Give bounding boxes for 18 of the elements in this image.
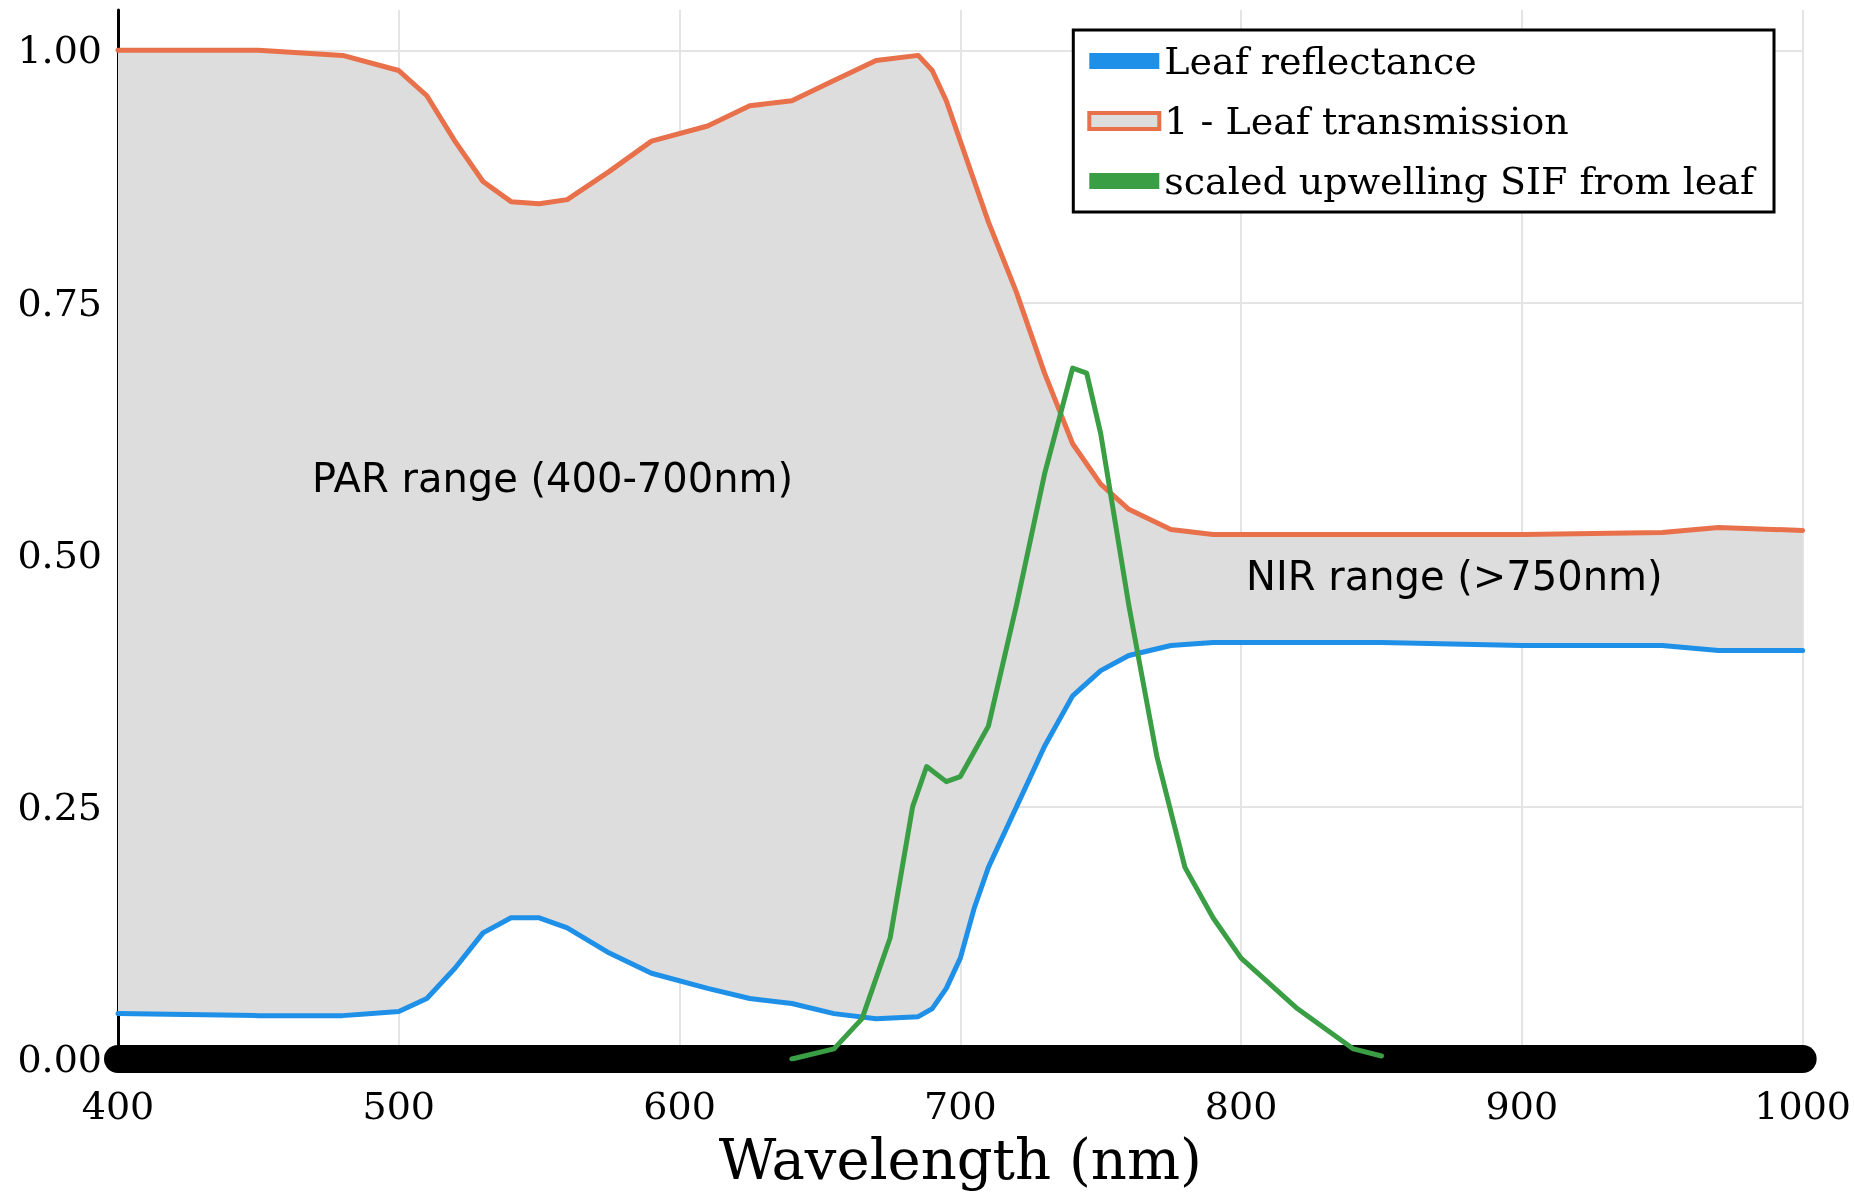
legend-label: scaled upwelling SIF from leaf bbox=[1164, 159, 1757, 203]
y-tick-label: 0.00 bbox=[17, 1037, 102, 1081]
x-tick-label: 700 bbox=[924, 1084, 997, 1128]
legend-label: 1 - Leaf transmission bbox=[1164, 99, 1569, 143]
x-tick-label: 500 bbox=[362, 1084, 436, 1128]
x-tick-label: 1000 bbox=[1754, 1084, 1852, 1128]
y-tick-label: 1.00 bbox=[17, 28, 102, 73]
annotation: PAR range (400-700nm) bbox=[312, 455, 794, 501]
x-tick-label: 400 bbox=[81, 1084, 155, 1128]
legend-label: Leaf reflectance bbox=[1164, 39, 1477, 83]
y-tick-label: 0.50 bbox=[17, 532, 102, 577]
x-tick-label: 900 bbox=[1485, 1084, 1559, 1128]
x-tick-label: 800 bbox=[1204, 1084, 1278, 1128]
x-tick-label: 600 bbox=[643, 1084, 716, 1128]
x-axis-title: Wavelength (nm) bbox=[718, 1126, 1202, 1192]
annotation: NIR range (>750nm) bbox=[1246, 553, 1663, 599]
y-tick-label: 0.25 bbox=[17, 784, 102, 829]
y-tick-label: 0.75 bbox=[17, 280, 102, 325]
